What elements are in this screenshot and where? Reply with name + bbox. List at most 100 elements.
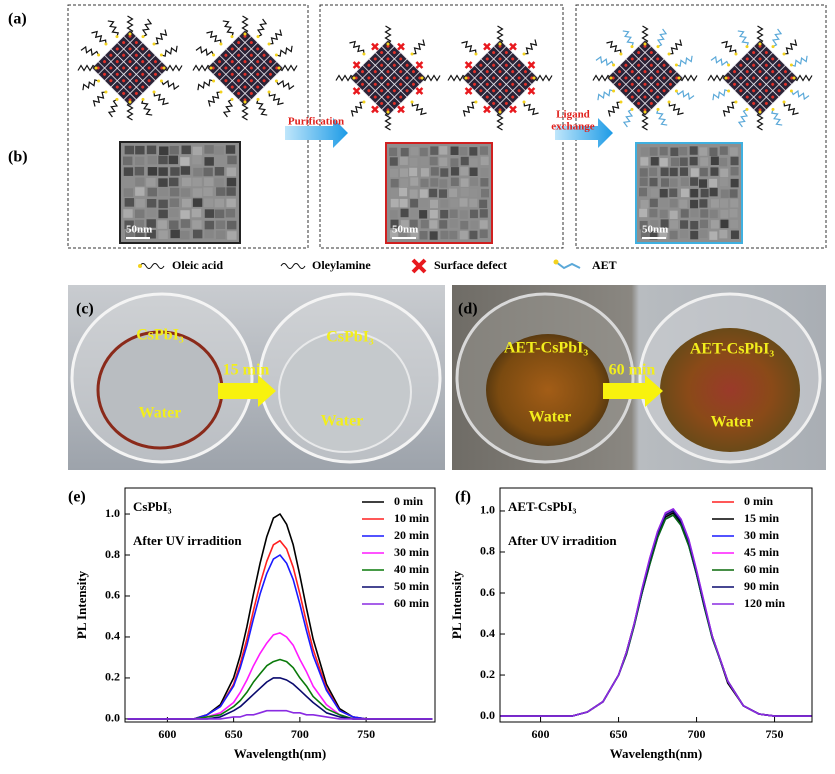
tem-particle: [719, 157, 728, 167]
lattice-line: [499, 77, 539, 117]
tem-particle: [659, 230, 668, 239]
tem-particle: [146, 229, 156, 239]
atom: [764, 89, 768, 93]
atom: [218, 72, 222, 76]
ligand-head: [97, 53, 101, 57]
tem-particle: [214, 209, 225, 219]
lattice-line: [349, 77, 389, 117]
ligand-head: [727, 63, 731, 67]
tem-particle: [710, 220, 719, 229]
ligand: [153, 29, 168, 45]
atom: [392, 51, 396, 55]
tem-particle: [399, 198, 408, 208]
atom: [386, 108, 390, 112]
tem-particle: [439, 146, 448, 155]
tem-particle: [649, 208, 658, 218]
ligand-head: [256, 97, 260, 101]
legend-label: Oleylamine: [312, 258, 371, 272]
tem-particle: [659, 209, 668, 219]
legend-label: 45 min: [744, 545, 779, 559]
ligand: [707, 74, 727, 82]
atom: [405, 63, 409, 67]
tem-particle: [709, 231, 718, 240]
x-tick-label: 750: [357, 727, 375, 741]
tem-particle: [420, 219, 429, 229]
lattice-line: [493, 71, 533, 111]
atom: [230, 47, 234, 51]
atom: [771, 57, 775, 61]
atom: [262, 79, 266, 83]
ligand: [675, 89, 695, 101]
arrow-label: exchange: [551, 121, 595, 133]
tem-particle: [203, 167, 213, 177]
atom: [361, 82, 365, 86]
series-line: [127, 539, 433, 720]
atom: [649, 51, 653, 55]
ligand-head: [656, 107, 660, 111]
atom: [249, 79, 253, 83]
atom: [256, 60, 260, 64]
tem-particle: [479, 146, 488, 155]
atom: [649, 76, 653, 80]
tem-particle: [135, 209, 145, 219]
tem-particle: [670, 157, 679, 167]
tem-particle: [159, 146, 169, 156]
y-tick-label: 0.6: [480, 585, 495, 599]
ligand: [421, 74, 441, 82]
defect: [464, 87, 473, 95]
tem-particle: [123, 209, 133, 218]
ligand-head: [612, 89, 616, 93]
ligand-head: [274, 79, 278, 83]
atom: [399, 57, 403, 61]
atom: [733, 70, 737, 74]
tem-particle: [400, 147, 409, 157]
tem-particle: [429, 231, 438, 240]
atom: [523, 82, 527, 86]
y-tick-label: 0.2: [105, 670, 120, 684]
atom: [122, 79, 126, 83]
tem-particle: [709, 187, 718, 197]
legend-label: 20 min: [394, 528, 429, 542]
series-line: [500, 508, 812, 717]
atom: [649, 101, 653, 105]
nanocrystal: [349, 39, 427, 117]
ligand: [126, 101, 134, 121]
atom: [268, 60, 272, 64]
ligand-head: [758, 110, 762, 114]
ligand-head: [209, 66, 213, 70]
tem-particle: [135, 177, 145, 187]
ligand-head: [115, 35, 119, 39]
atom: [96, 66, 100, 70]
atom: [498, 82, 502, 86]
ligand: [268, 91, 284, 106]
atom: [630, 70, 634, 74]
atom: [134, 41, 138, 45]
ligand-head: [498, 110, 502, 114]
tem-particle: [147, 167, 158, 176]
ligand-head: [782, 100, 786, 104]
tem-particle: [124, 220, 134, 230]
ligand-head: [789, 89, 793, 93]
tem-particle: [639, 208, 648, 218]
series-line: [127, 709, 433, 720]
tem-particle: [730, 230, 739, 239]
atom: [630, 95, 634, 99]
tem-particle: [719, 229, 728, 239]
beaker-liquid: [278, 331, 412, 453]
atom: [479, 76, 483, 80]
atom: [517, 63, 521, 67]
legend-label: 90 min: [744, 579, 779, 593]
tem-particle: [460, 156, 469, 166]
atom: [256, 47, 260, 51]
lattice-line: [644, 77, 684, 117]
atom: [752, 101, 756, 105]
atom: [771, 82, 775, 86]
atom: [405, 89, 409, 93]
tem-particle: [390, 198, 399, 208]
tem-particle: [669, 199, 678, 208]
ligand: [207, 91, 222, 107]
defect: [527, 87, 536, 95]
ligand: [349, 40, 365, 55]
ligand: [276, 45, 293, 57]
nanocrystal: [461, 39, 539, 117]
